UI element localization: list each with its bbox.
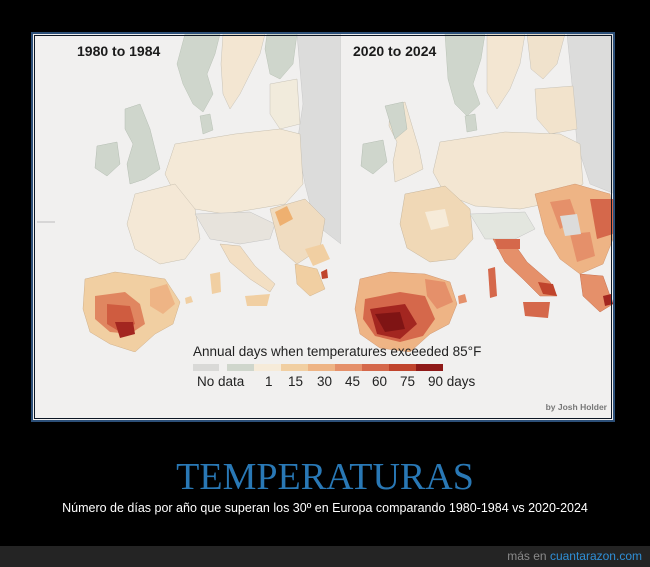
- footer-prefix: más en: [507, 549, 550, 563]
- legend-swatch-75-90: [389, 364, 416, 371]
- footer-bar: más en cuantarazon.com: [0, 546, 650, 567]
- legend-color-bar: [193, 364, 513, 371]
- legend-label-30: 30: [317, 374, 333, 389]
- panel-title-1980-1984: 1980 to 1984: [77, 43, 161, 59]
- legend-swatch-90-plus: [416, 364, 443, 371]
- europe-map-2020-2024: [354, 34, 613, 352]
- legend-label-no-data: No data: [197, 374, 245, 389]
- legend-swatch-45-60: [335, 364, 362, 371]
- author-credit: by Josh Holder: [545, 402, 607, 412]
- legend-swatch-1: [227, 364, 254, 371]
- color-legend: Annual days when temperatures exceeded 8…: [183, 344, 513, 390]
- legend-label-75: 75: [400, 374, 416, 389]
- europe-map-1980-1984: [37, 34, 341, 352]
- footer-attribution: más en cuantarazon.com: [507, 549, 642, 563]
- legend-swatch-15-30: [281, 364, 308, 371]
- legend-label-1: 1: [265, 374, 273, 389]
- site-link[interactable]: cuantarazon.com: [549, 549, 642, 563]
- legend-label-45: 45: [345, 374, 361, 389]
- legend-swatch-no-data: [193, 364, 219, 371]
- legend-swatch-30-45: [308, 364, 335, 371]
- legend-swatch-1-15: [254, 364, 281, 371]
- post-subtitle: Número de días por año que superan los 3…: [62, 501, 588, 515]
- legend-label-90-days: 90 days: [428, 374, 476, 389]
- map-panel-1980-1984: 1980 to 1984: [35, 34, 341, 352]
- map-comparison-figure: 1980 to 1984: [31, 32, 615, 422]
- panel-title-2020-2024: 2020 to 2024: [353, 43, 437, 59]
- post-title[interactable]: TEMPERATURAS: [176, 456, 474, 498]
- legend-title: Annual days when temperatures exceeded 8…: [193, 344, 482, 359]
- legend-labels: No data 1 15 30 45 60 75 90 days: [183, 374, 513, 390]
- legend-label-60: 60: [372, 374, 388, 389]
- legend-label-15: 15: [288, 374, 304, 389]
- legend-swatch-60-75: [362, 364, 389, 371]
- map-panel-2020-2024: 2020 to 2024: [345, 34, 613, 352]
